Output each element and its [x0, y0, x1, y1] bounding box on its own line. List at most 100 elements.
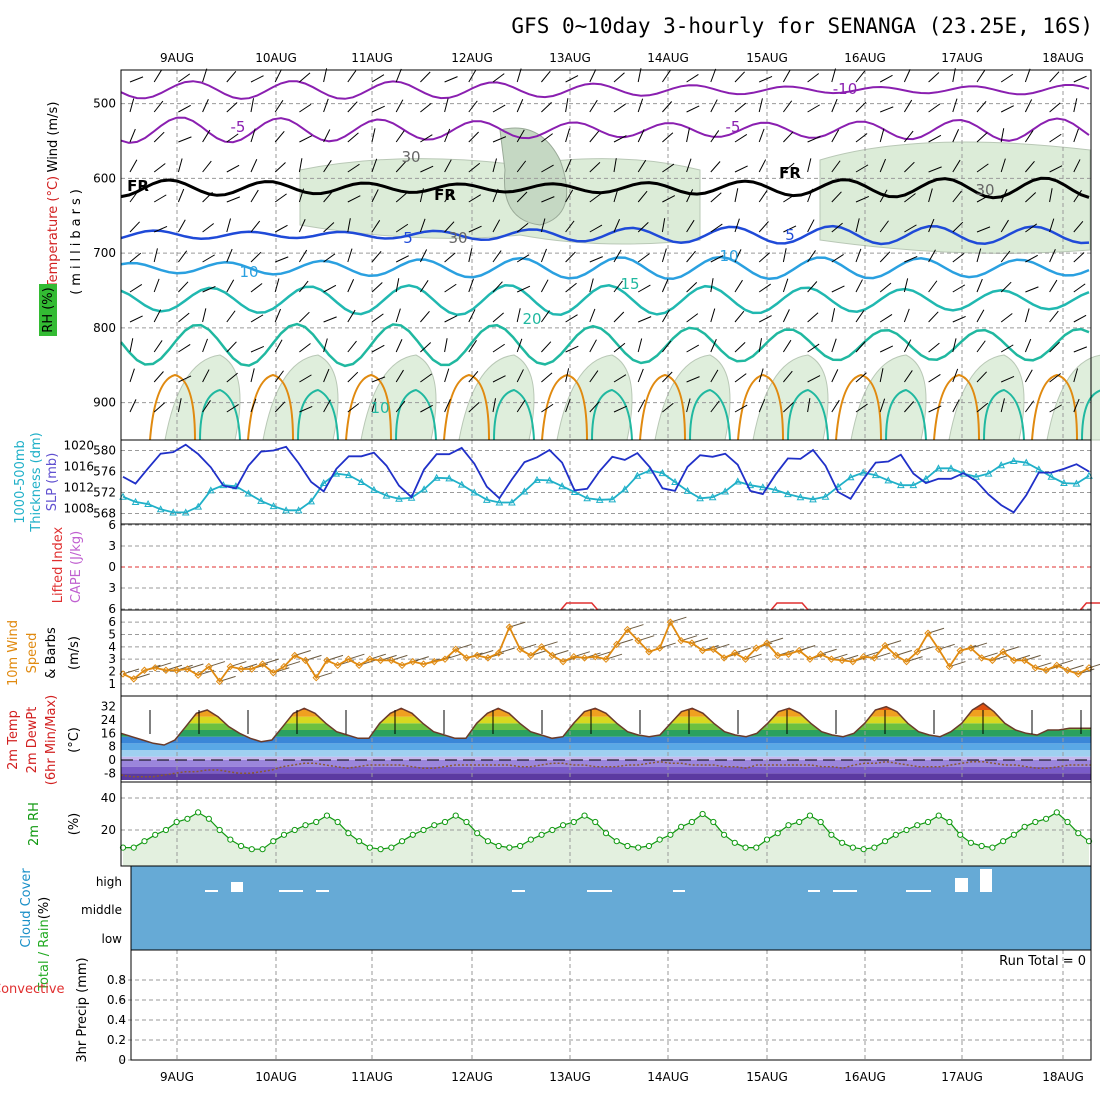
rh2m-marker	[270, 838, 277, 845]
axis-tick-label: 580	[93, 444, 116, 458]
wind-barb	[565, 128, 571, 143]
cloud-block	[279, 890, 303, 892]
thickness-line-marker	[307, 497, 316, 505]
isotherm-line	[120, 116, 1090, 144]
rh2m-marker	[688, 818, 695, 826]
wind10m-marker	[548, 651, 557, 660]
isotherm-line	[120, 176, 1090, 200]
wind10m-marker	[140, 666, 149, 674]
rh2m-marker	[313, 818, 320, 826]
axis-tick-label: 0	[118, 1053, 126, 1067]
wind-barb	[807, 135, 821, 143]
rh2m-fill	[123, 812, 1089, 866]
wind-barb	[637, 368, 644, 383]
rh-shade-core	[499, 127, 568, 226]
isotherm-label: 5	[403, 229, 413, 247]
wind-barb	[589, 308, 596, 323]
wind-barb	[516, 191, 528, 203]
wind-barb	[420, 165, 434, 173]
wind-barb	[468, 131, 479, 143]
axis-tick-label: 6	[108, 602, 116, 616]
dewpt2m-label: 2m DewPt	[25, 707, 40, 774]
cloud-block	[906, 890, 931, 892]
wind10m-marker	[967, 644, 975, 652]
wind-barb	[783, 131, 794, 143]
wind-barb	[758, 252, 771, 263]
wind-barb	[710, 161, 721, 173]
wind-barb	[444, 98, 449, 113]
wind-barb	[928, 374, 941, 383]
wind-barb	[758, 128, 765, 143]
wind10m-marker	[945, 662, 954, 671]
wind10m-marker	[1074, 670, 1082, 678]
wind-barb	[540, 279, 549, 293]
wind-barb	[758, 315, 772, 323]
wind-barb	[444, 283, 457, 293]
wind10m-marker	[301, 656, 310, 665]
cloud-block	[833, 890, 857, 892]
wind-barb	[129, 252, 142, 263]
rh2m-marker	[431, 822, 438, 829]
wind-barb	[1073, 398, 1080, 413]
date-label-bottom: 10AUG	[255, 1070, 297, 1084]
wind-barb	[516, 285, 531, 293]
rh2m-marker	[849, 844, 856, 851]
wind-barb	[952, 221, 964, 233]
wind-barb	[807, 104, 820, 113]
wind-barb	[178, 136, 192, 143]
wind10m-marker	[645, 648, 653, 656]
axis-tick-label: 600	[93, 171, 116, 185]
thickness-line-marker	[420, 485, 428, 493]
wind-barb	[807, 375, 821, 383]
rh2m-marker	[248, 846, 255, 853]
thickness-line-marker	[859, 468, 868, 476]
thickness-line-marker	[1047, 472, 1056, 480]
isotherm-loop	[983, 388, 1025, 441]
isotherm-label: FR	[127, 177, 149, 195]
wind-barb	[807, 158, 812, 173]
date-label-top: 16AUG	[844, 51, 886, 65]
wind-barb	[323, 284, 337, 293]
rh2m-marker	[946, 818, 953, 826]
wind-barb	[468, 69, 477, 83]
wind-barb	[371, 344, 385, 353]
wind-barb	[347, 132, 359, 143]
temp2m-line	[120, 702, 1091, 746]
wind-barb	[492, 250, 502, 263]
temp-band	[121, 773, 1091, 780]
wind-barb	[565, 98, 569, 113]
upper-air-panel: -10 -5 -5 FR FR FR 5 5 10 10 15 20 30 30 30 10 500 600 70…	[39, 68, 1100, 441]
wind-barb	[395, 369, 404, 383]
wind-barb	[1049, 71, 1060, 83]
wind-barb	[1000, 281, 1012, 293]
wind-barb	[565, 282, 577, 293]
rh2m-marker	[624, 842, 631, 850]
wind-barb	[661, 309, 670, 323]
rh2m-marker	[678, 823, 685, 830]
wind-barb	[371, 251, 382, 263]
date-label-top: 15AUG	[746, 51, 788, 65]
slp-tick-label: 1016	[63, 459, 94, 473]
rh2m-marker	[506, 844, 513, 851]
wind-barb	[637, 98, 644, 113]
axis-tick-label: 576	[93, 465, 116, 479]
thickness-line-marker	[294, 506, 303, 514]
thickness-line-marker	[482, 495, 491, 503]
wind-barb	[274, 224, 288, 233]
wind-barb	[323, 316, 337, 323]
axis-tick-label: -8	[104, 766, 116, 780]
wind-barb	[904, 401, 915, 413]
wind-barb	[444, 315, 458, 323]
wind10m-marker	[1042, 666, 1050, 674]
slp-line	[122, 443, 1090, 514]
wind-barb	[420, 404, 433, 413]
rh2m-marker	[323, 812, 331, 819]
wind-barb	[710, 99, 718, 113]
wind-barb	[928, 72, 940, 83]
wind-barb	[274, 193, 287, 203]
thickness-line-marker	[721, 487, 730, 495]
wind-barb	[395, 161, 407, 173]
thickness-frame	[120, 439, 1092, 525]
wind-barb	[492, 398, 497, 413]
wind10m-speed	[122, 620, 1090, 683]
